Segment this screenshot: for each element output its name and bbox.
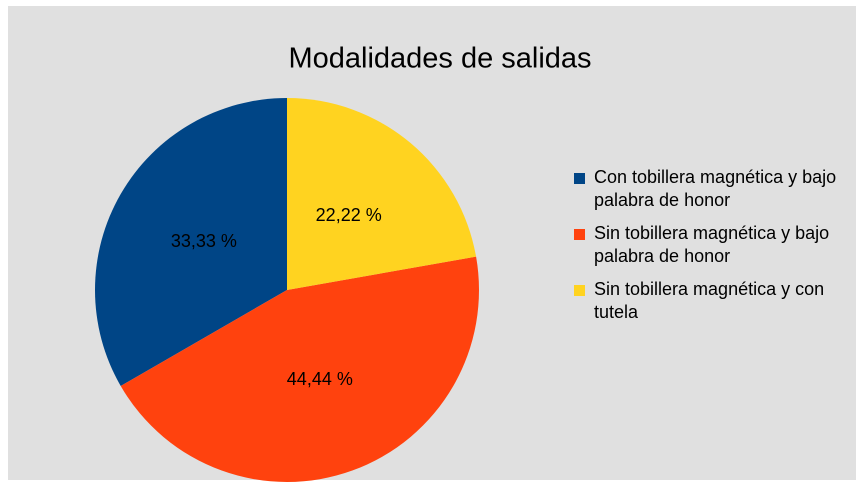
legend-label: Con tobillera magnética y bajo palabra d… bbox=[594, 167, 837, 210]
pie-slice bbox=[287, 98, 477, 290]
data-label: 22,22 % bbox=[316, 205, 382, 225]
legend-swatch bbox=[574, 229, 585, 240]
legend-swatch bbox=[574, 285, 585, 296]
legend-entry: Con tobillera magnética y bajo palabra d… bbox=[572, 166, 844, 212]
legend-entry: Sin tobillera magnética y con tutela bbox=[572, 278, 844, 324]
legend-entry: Sin tobillera magnética y bajo palabra d… bbox=[572, 222, 844, 268]
data-label: 33,33 % bbox=[171, 231, 237, 251]
legend-label: Sin tobillera magnética y bajo palabra d… bbox=[594, 223, 830, 266]
chart-title: Modalidades de salidas bbox=[288, 43, 591, 75]
data-label: 44,44 % bbox=[287, 369, 353, 389]
legend: Con tobillera magnética y bajo palabra d… bbox=[572, 166, 852, 334]
legend-swatch bbox=[574, 173, 585, 184]
pie-slice bbox=[120, 256, 480, 482]
legend-label: Sin tobillera magnética y con tutela bbox=[594, 279, 825, 322]
pie-slice bbox=[95, 98, 287, 386]
